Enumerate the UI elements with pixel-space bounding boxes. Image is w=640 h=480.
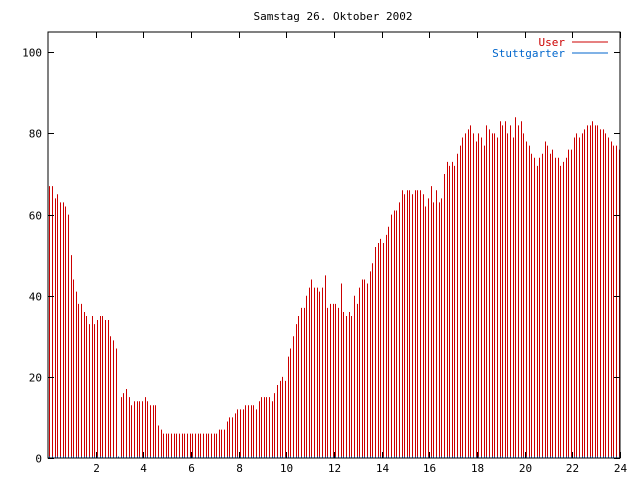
y-tick-label-60: 60 bbox=[29, 210, 42, 223]
x-tick-label-24: 24 bbox=[614, 462, 628, 475]
series-user bbox=[49, 117, 620, 458]
x-tick-label-10: 10 bbox=[280, 462, 293, 475]
y-tick-label-0: 0 bbox=[35, 453, 42, 466]
x-tick-label-2: 2 bbox=[93, 462, 100, 475]
legend-label-stuttgarter: Stuttgarter bbox=[492, 47, 565, 60]
x-tick-label-12: 12 bbox=[328, 462, 341, 475]
legend-label-user: User bbox=[539, 36, 566, 49]
chart-title: Samstag 26. Oktober 2002 bbox=[254, 10, 413, 23]
y-tick-label-100: 100 bbox=[22, 47, 42, 60]
x-tick-label-16: 16 bbox=[423, 462, 436, 475]
bars-layer bbox=[49, 117, 620, 458]
y-tick-label-20: 20 bbox=[29, 372, 42, 385]
x-tick-label-4: 4 bbox=[140, 462, 147, 475]
x-tick-label-6: 6 bbox=[188, 462, 195, 475]
x-tick-label-22: 22 bbox=[566, 462, 579, 475]
x-tick-label-20: 20 bbox=[519, 462, 532, 475]
y-tick-label-80: 80 bbox=[29, 128, 42, 141]
y-tick-label-40: 40 bbox=[29, 291, 42, 304]
x-tick-label-8: 8 bbox=[236, 462, 243, 475]
x-tick-label-18: 18 bbox=[471, 462, 484, 475]
x-tick-label-14: 14 bbox=[376, 462, 390, 475]
